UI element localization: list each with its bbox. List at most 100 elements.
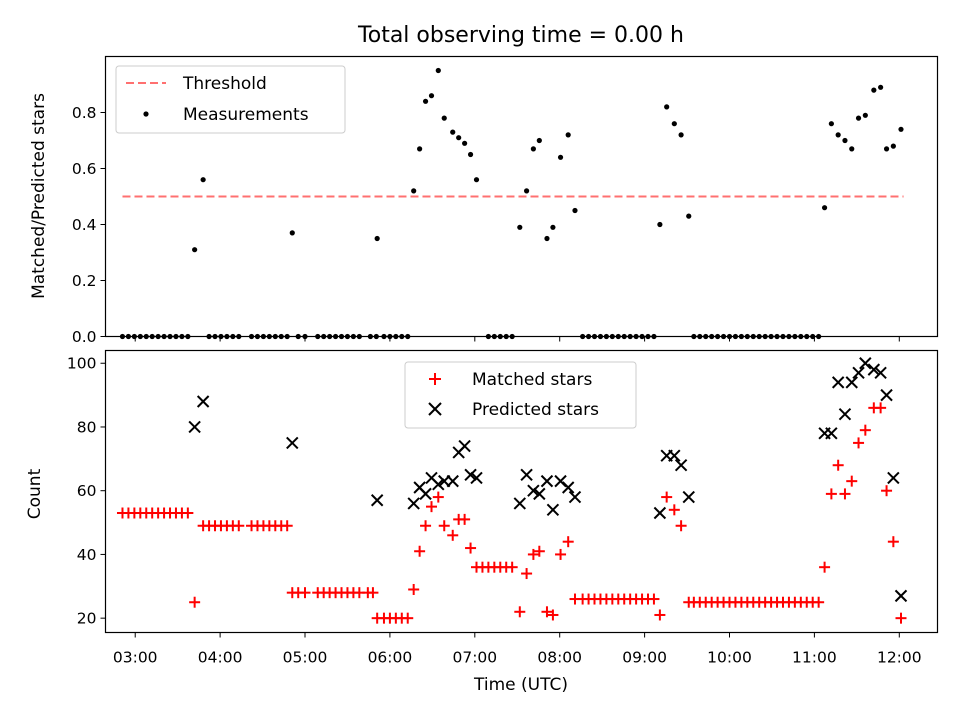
matched-star-point [527,548,539,560]
predicted-star-point [674,459,688,472]
top-axes-frame [104,55,939,338]
predicted-star-point [894,589,908,603]
measurement-point [883,146,890,152]
top-y-tick-label: 0.8 [72,104,97,122]
matched-star-point [521,568,533,580]
matched-star-point [675,520,687,532]
predicted-star-point [653,506,667,520]
x-tick-label: 04:00 [198,649,243,667]
predicted-star-point [845,376,858,389]
bottom-y-tick-label: 80 [77,418,97,436]
predicted-star-point [188,420,201,434]
matched-star-point [533,545,545,557]
measurements-legend-label: Measurements [183,105,309,125]
top-plot-area [119,67,904,340]
measurement-point [862,112,868,118]
predicted-star-point [513,497,527,510]
measurement-point [855,115,862,121]
bottom-legend: Matched stars Predicted stars [404,361,637,429]
matched-star-point [402,612,414,624]
predicted-star-point [458,439,471,453]
predicted-star-point [852,366,865,380]
predicted-legend-label: Predicted stars [472,400,599,420]
matched-star-point [541,606,553,618]
matched-star-point [367,587,379,599]
matched-star-point [895,612,907,624]
matched-star-point [299,587,311,599]
matched-star-point [853,437,865,449]
matched-star-point [426,501,438,513]
matched-star-point [825,488,837,500]
predicted-star-point [867,363,881,376]
matched-star-point [438,520,450,532]
predicted-star-point [196,395,210,408]
threshold-legend-label: Threshold [182,74,267,94]
matched-star-point [813,596,825,608]
predicted-star-point [825,427,838,440]
measurement-point [441,115,447,121]
matched-star-point [668,504,680,516]
matched-star-point [648,593,660,605]
predicted-star-point [446,474,459,488]
measurement-point [428,93,435,99]
measurement-point [517,224,523,230]
matched-star-point [459,513,471,525]
matched-star-point [182,507,194,519]
measurement-point [898,126,904,132]
bottom-legend-box [404,361,637,429]
measurement-point [289,230,295,236]
bottom-y-tick-label: 20 [77,610,97,628]
measurement-point [849,146,855,152]
matched-star-point [547,609,559,621]
measurement-point [456,135,462,141]
bottom-plot-area [116,357,908,624]
bottom-axes-frame [104,349,939,634]
predicted-star-point [887,471,900,485]
matched-star-point [447,529,459,541]
top-y-tick-label: 0.2 [72,272,97,290]
matched-star-point [887,536,899,548]
top-y-tick-label: 0.4 [72,216,97,234]
matched-star-point [819,561,831,573]
predicted-star-point [286,436,299,450]
x-tick-label: 08:00 [537,649,582,667]
matched-star-point [839,488,851,500]
matched-star-point [506,561,518,573]
measurement-point [821,205,828,211]
matched-star-point [408,583,420,595]
predicted-star-point [831,376,845,389]
matched-star-point [420,520,432,532]
measurement-point [572,207,578,214]
matched-star-point [859,424,871,436]
matched-star-point [514,606,526,618]
predicted-star-point [464,468,477,481]
x-tick-label: 11:00 [792,649,837,667]
measurement-point [565,132,571,138]
chart-title: Total observing time = 0.00 h [357,23,684,48]
measurement-point [828,121,834,127]
measurement-point [200,177,206,183]
measurement-point [467,151,474,158]
matched-legend-marker [429,373,441,385]
measurement-point [192,247,198,253]
matched-star-point [881,485,893,497]
x-tick-label: 03:00 [113,649,158,667]
matched-star-point [414,545,426,557]
measurement-point [871,87,877,93]
top-y-tick-label: 0.0 [72,328,97,346]
matched-star-point [233,520,245,532]
measurement-point [536,137,542,144]
measurement-point [678,132,684,138]
predicted-star-point [838,408,852,421]
predicted-star-point [874,366,887,380]
top-y-axis-label: Matched/Predicted stars [29,93,49,299]
matched-star-point [465,542,477,554]
measurement-point [671,121,677,127]
matched-star-point [661,491,673,503]
x-tick-label: 10:00 [707,649,752,667]
matched-legend-label: Matched stars [472,370,592,390]
measurement-point [374,235,380,242]
predicted-star-point [470,471,483,485]
predicted-star-point [527,484,540,497]
